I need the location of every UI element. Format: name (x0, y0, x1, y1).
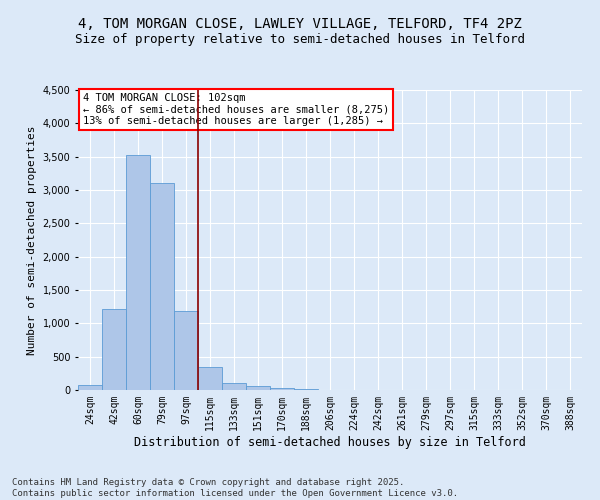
Text: Contains HM Land Registry data © Crown copyright and database right 2025.
Contai: Contains HM Land Registry data © Crown c… (12, 478, 458, 498)
Text: Size of property relative to semi-detached houses in Telford: Size of property relative to semi-detach… (75, 32, 525, 46)
X-axis label: Distribution of semi-detached houses by size in Telford: Distribution of semi-detached houses by … (134, 436, 526, 448)
Bar (126, 154, 150, 390)
Text: 4, TOM MORGAN CLOSE, LAWLEY VILLAGE, TELFORD, TF4 2PZ: 4, TOM MORGAN CLOSE, LAWLEY VILLAGE, TEL… (78, 18, 522, 32)
Bar (174, 312, 198, 390)
Bar (222, 384, 246, 390)
Bar (270, 388, 294, 390)
Bar (294, 388, 318, 390)
Bar (150, 182, 174, 390)
Bar (246, 386, 270, 390)
Bar (78, 385, 102, 390)
Bar (102, 308, 126, 390)
Y-axis label: Number of semi-detached properties: Number of semi-detached properties (27, 125, 37, 355)
Text: 4 TOM MORGAN CLOSE: 102sqm
← 86% of semi-detached houses are smaller (8,275)
13%: 4 TOM MORGAN CLOSE: 102sqm ← 86% of semi… (83, 93, 389, 126)
Bar (198, 368, 222, 390)
